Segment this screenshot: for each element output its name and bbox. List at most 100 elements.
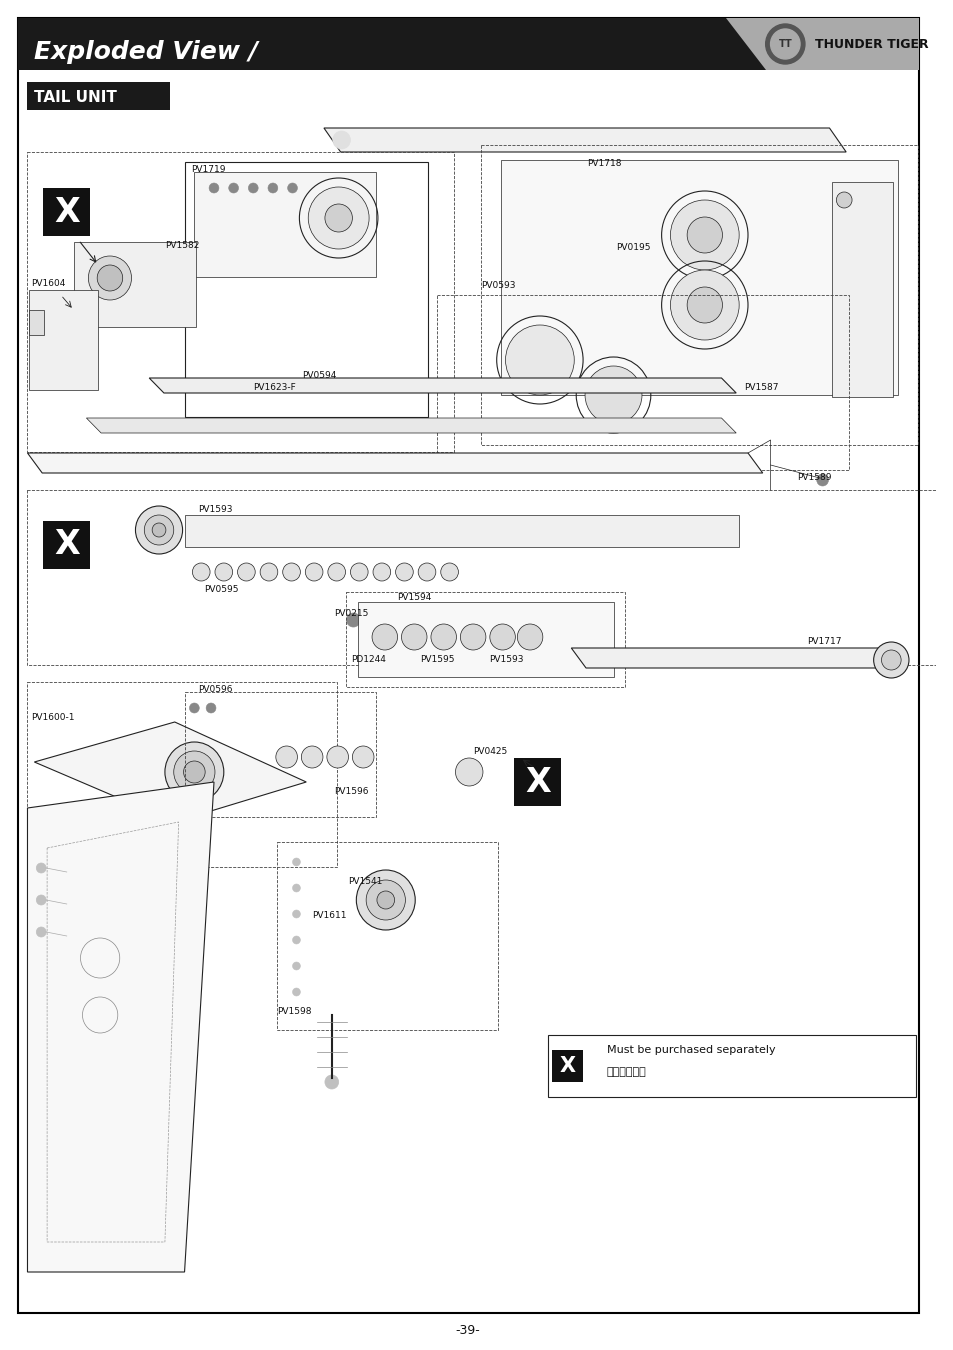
Circle shape (82, 998, 117, 1033)
Circle shape (135, 506, 182, 554)
Circle shape (275, 747, 297, 768)
Circle shape (248, 184, 258, 193)
Bar (500, 161, 898, 396)
Polygon shape (725, 18, 918, 70)
Circle shape (282, 563, 300, 580)
Text: PV1623-F: PV1623-F (253, 383, 295, 393)
Circle shape (152, 522, 166, 537)
Circle shape (670, 200, 739, 270)
Circle shape (293, 963, 300, 971)
Circle shape (209, 184, 218, 193)
Bar (276, 842, 497, 1030)
Text: PV1598: PV1598 (276, 1007, 311, 1017)
Circle shape (190, 703, 199, 713)
Bar (345, 593, 624, 687)
Circle shape (36, 895, 46, 905)
Bar (551, 1050, 582, 1081)
Circle shape (686, 217, 721, 252)
Bar (30, 310, 44, 335)
Text: TT: TT (778, 39, 791, 49)
Circle shape (327, 747, 348, 768)
Circle shape (36, 927, 46, 937)
Bar (832, 182, 892, 397)
Circle shape (97, 265, 123, 292)
Bar (194, 171, 375, 277)
Bar (28, 490, 940, 666)
Circle shape (293, 936, 300, 944)
Bar (184, 162, 428, 417)
Circle shape (431, 624, 456, 649)
Circle shape (308, 188, 369, 248)
Circle shape (401, 624, 427, 649)
Circle shape (268, 184, 277, 193)
Circle shape (352, 747, 374, 768)
Circle shape (460, 624, 485, 649)
Bar (30, 290, 98, 390)
Polygon shape (18, 18, 775, 70)
Circle shape (395, 563, 413, 580)
Circle shape (505, 325, 574, 396)
Polygon shape (149, 378, 736, 393)
Circle shape (80, 938, 120, 977)
Circle shape (372, 624, 397, 649)
Bar (436, 296, 848, 470)
Bar (358, 602, 613, 676)
Text: X: X (558, 1056, 575, 1076)
Circle shape (376, 891, 395, 909)
Text: PV1541: PV1541 (348, 878, 382, 887)
Bar (184, 514, 739, 547)
Circle shape (836, 192, 851, 208)
Text: 改装品需另購: 改装品需另購 (606, 1066, 646, 1077)
Text: PV1596: PV1596 (334, 787, 368, 796)
Circle shape (293, 988, 300, 996)
Circle shape (214, 563, 233, 580)
Circle shape (489, 624, 515, 649)
Circle shape (873, 643, 908, 678)
Circle shape (686, 288, 721, 323)
Circle shape (305, 563, 323, 580)
Polygon shape (87, 418, 736, 433)
Text: Must be purchased separately: Must be purchased separately (606, 1045, 775, 1054)
Circle shape (584, 366, 641, 424)
Text: PV1600-1: PV1600-1 (31, 714, 75, 722)
Text: PV1595: PV1595 (419, 656, 455, 664)
Bar (547, 1035, 915, 1098)
Text: THUNDER TIGER: THUNDER TIGER (814, 38, 927, 50)
Text: PV1594: PV1594 (397, 594, 432, 602)
Circle shape (517, 624, 542, 649)
Text: X: X (524, 765, 550, 798)
Circle shape (765, 24, 804, 63)
Text: Exploded View /: Exploded View / (34, 40, 258, 63)
Circle shape (440, 563, 458, 580)
Circle shape (293, 884, 300, 892)
Bar (184, 693, 375, 817)
Circle shape (670, 270, 739, 340)
Circle shape (346, 613, 360, 626)
Polygon shape (324, 128, 845, 153)
Text: PV0594: PV0594 (302, 370, 336, 379)
Text: PV0425: PV0425 (473, 748, 507, 756)
Polygon shape (34, 722, 306, 822)
Bar (73, 242, 196, 327)
Circle shape (373, 563, 391, 580)
Circle shape (193, 563, 210, 580)
Text: PD1244: PD1244 (351, 656, 386, 664)
Text: -39-: -39- (456, 1323, 480, 1336)
Circle shape (229, 184, 238, 193)
Circle shape (333, 131, 350, 148)
Circle shape (293, 859, 300, 865)
Circle shape (325, 204, 352, 232)
Circle shape (417, 563, 436, 580)
Text: PV0195: PV0195 (616, 243, 650, 252)
Circle shape (881, 649, 901, 670)
Text: PV1718: PV1718 (586, 158, 620, 167)
Circle shape (356, 869, 415, 930)
Circle shape (173, 751, 214, 792)
Circle shape (183, 761, 205, 783)
Text: PV1719: PV1719 (192, 165, 226, 174)
Text: PV0215: PV0215 (334, 609, 368, 617)
Circle shape (165, 743, 224, 802)
Text: X: X (53, 196, 79, 228)
Circle shape (325, 1075, 338, 1089)
Text: TAIL UNIT: TAIL UNIT (34, 89, 117, 104)
